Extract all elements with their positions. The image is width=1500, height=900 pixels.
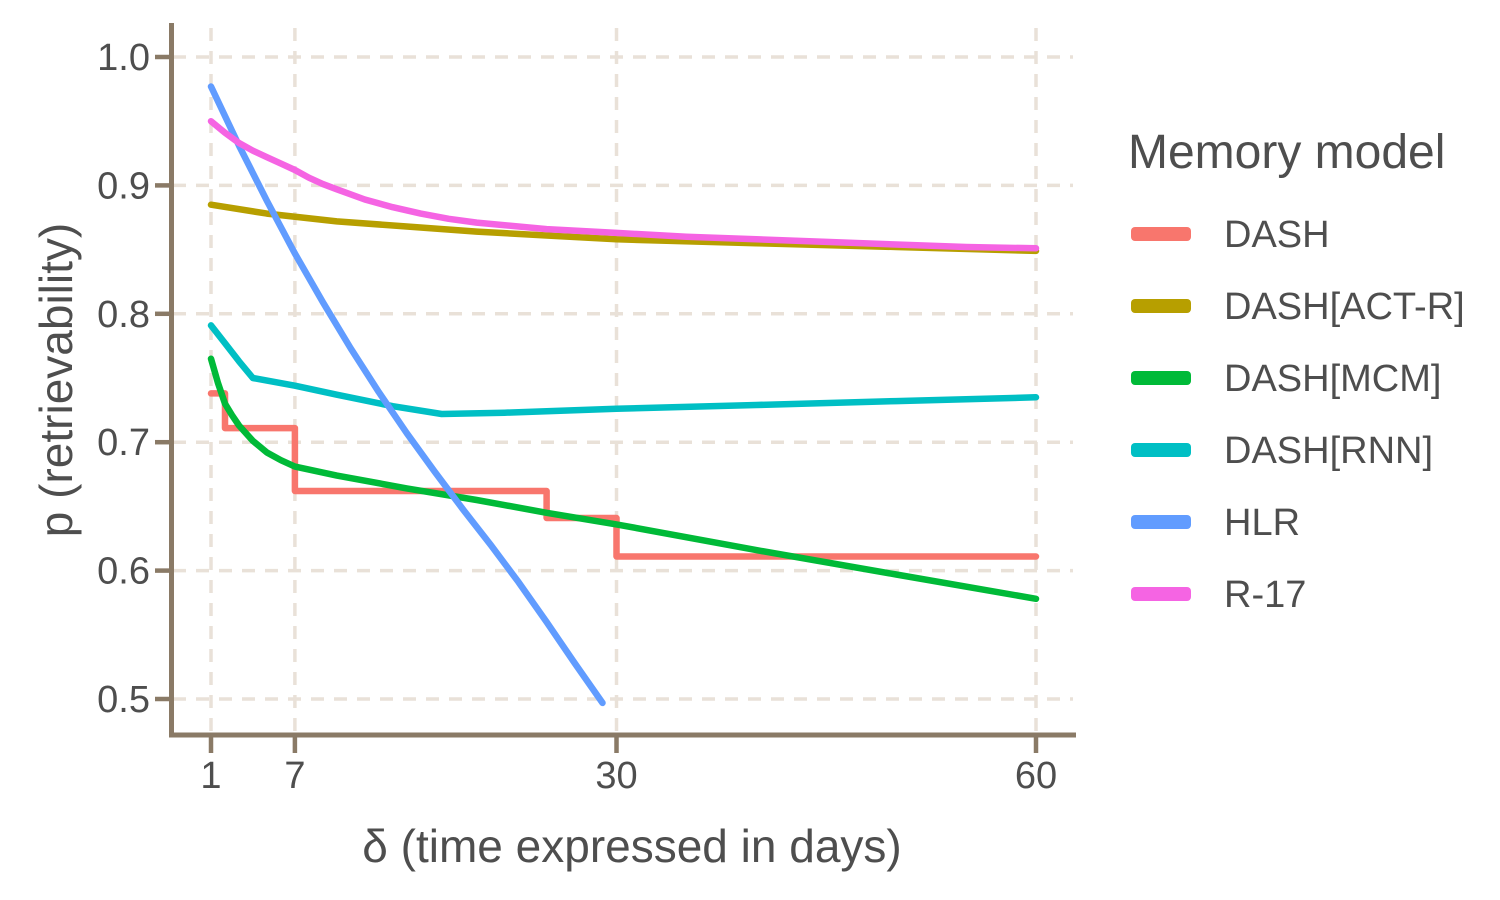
legend-item-dash-rnn: DASH[RNN] xyxy=(1131,430,1433,472)
legend-item-dash: DASH xyxy=(1131,214,1330,256)
y-tick-label-1.0: 1.0 xyxy=(97,37,150,79)
legend-item-dash-act-r: DASH[ACT-R] xyxy=(1131,286,1465,328)
legend-label-dash: DASH xyxy=(1224,214,1330,256)
legend-item-hlr: HLR xyxy=(1131,502,1300,544)
legend-swatch-dash-mcm xyxy=(1131,371,1191,385)
series-line-dash-rnn xyxy=(207,322,1040,418)
series-line-dash-mcm xyxy=(207,355,1040,603)
legend-swatch-dash-act-r xyxy=(1131,299,1191,313)
y-tick-label-0.8: 0.8 xyxy=(97,294,150,336)
series-line-hlr xyxy=(207,83,606,707)
axis-layer: 1.0 0.9 0.8 0.7 0.6 0.5 1 7 30 60 xyxy=(97,23,1076,797)
series-layer xyxy=(207,83,1040,707)
y-tick-label-0.7: 0.7 xyxy=(97,422,150,464)
series-line-r-17 xyxy=(207,117,1040,252)
y-tick-label-0.5: 0.5 xyxy=(97,679,150,721)
legend-item-dash-mcm: DASH[MCM] xyxy=(1131,358,1441,400)
legend-label-dash-mcm: DASH[MCM] xyxy=(1224,358,1441,400)
legend-swatch-hlr xyxy=(1131,515,1191,529)
legend-label-dash-act-r: DASH[ACT-R] xyxy=(1224,286,1465,328)
legend-title: Memory model xyxy=(1128,126,1445,179)
legend-label-hlr: HLR xyxy=(1224,502,1300,544)
legend-label-dash-rnn: DASH[RNN] xyxy=(1224,430,1433,472)
x-tick-label-7: 7 xyxy=(284,755,305,797)
x-tick-label-60: 60 xyxy=(1015,755,1057,797)
grid-layer xyxy=(173,28,1073,733)
y-tick-label-0.9: 0.9 xyxy=(97,165,150,207)
legend-swatch-dash xyxy=(1131,227,1191,241)
x-tick-label-1: 1 xyxy=(200,755,221,797)
y-tick-label-0.6: 0.6 xyxy=(97,551,150,593)
legend-label-r-17: R-17 xyxy=(1224,574,1306,616)
legend-swatch-r-17 xyxy=(1131,587,1191,601)
y-axis-title: p (retrievability) xyxy=(30,223,82,537)
legend: Memory model DASH DASH[ACT-R] DASH[MCM] … xyxy=(1128,126,1465,616)
x-tick-label-30: 30 xyxy=(595,755,637,797)
x-axis-title: δ (time expressed in days) xyxy=(362,820,901,872)
legend-item-r-17: R-17 xyxy=(1131,574,1306,616)
legend-swatch-dash-rnn xyxy=(1131,443,1191,457)
